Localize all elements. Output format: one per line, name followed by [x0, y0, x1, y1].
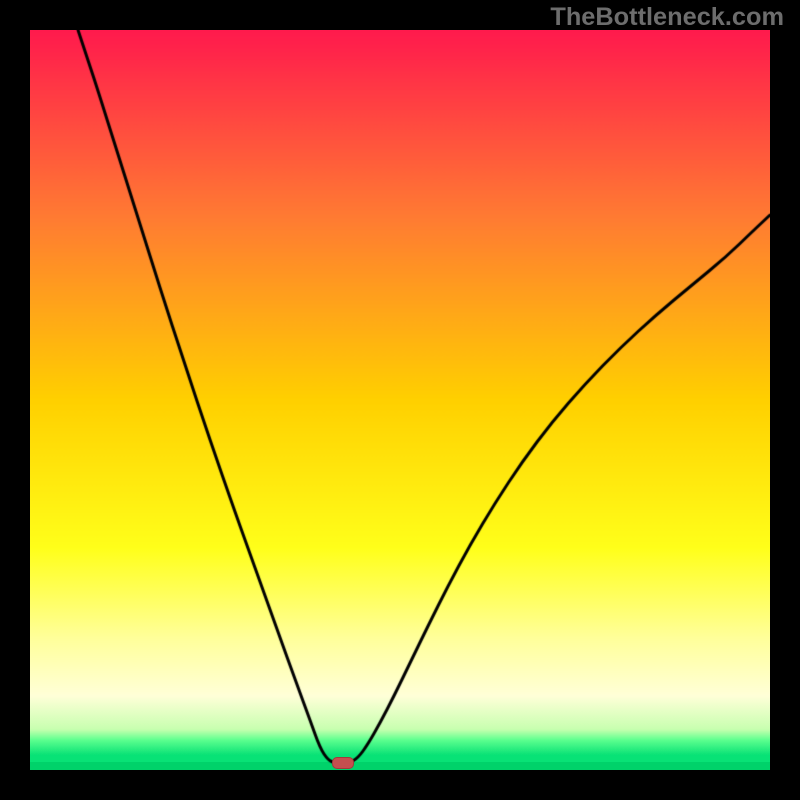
watermark-text: TheBottleneck.com	[550, 3, 784, 32]
bottleneck-marker	[332, 757, 354, 769]
bottleneck-curve	[0, 0, 800, 800]
chart-border-bottom	[0, 770, 800, 800]
chart-border-left	[0, 0, 30, 800]
chart-border-right	[770, 0, 800, 800]
chart-canvas: TheBottleneck.com	[0, 0, 800, 800]
